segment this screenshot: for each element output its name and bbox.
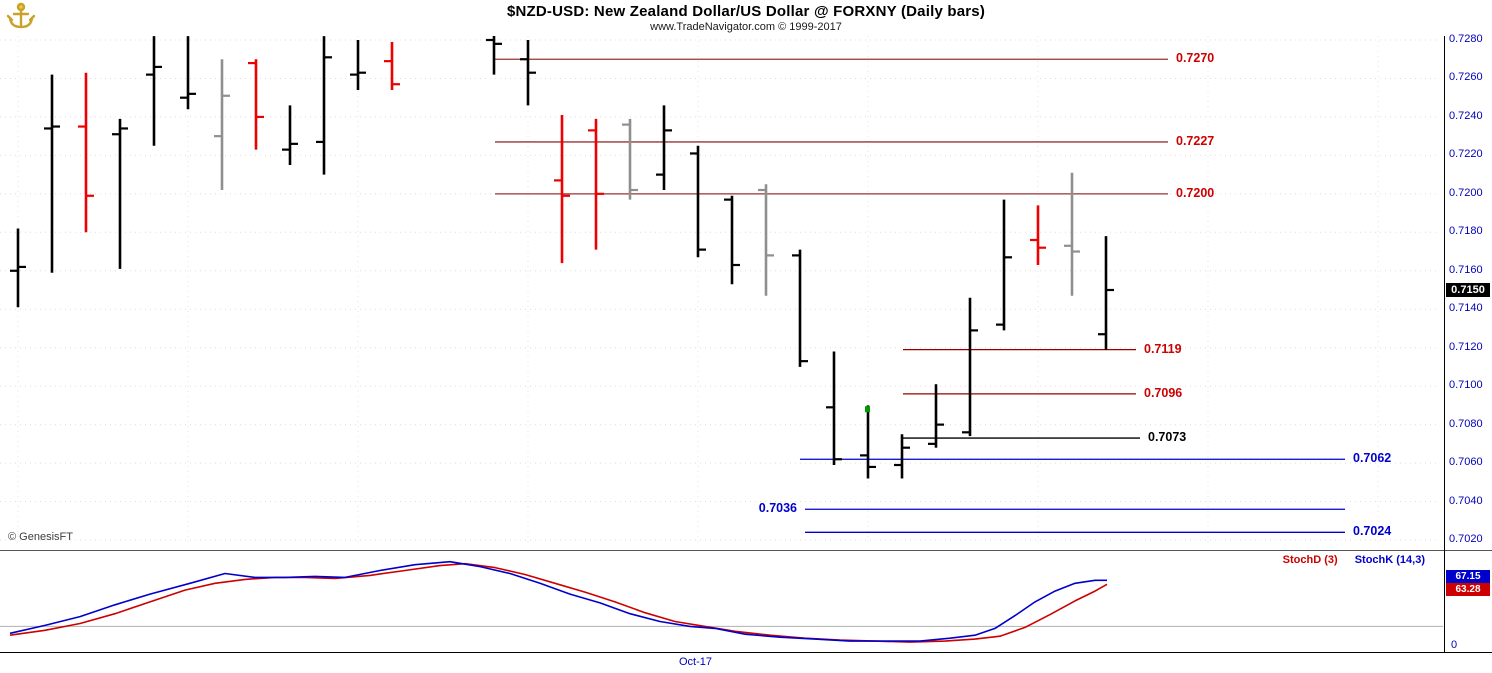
- price-axis-label: 0.7240: [1449, 109, 1483, 122]
- stochastic-canvas: [0, 560, 1443, 643]
- price-level-label: 0.7024: [1353, 524, 1392, 539]
- time-axis[interactable]: Oct-17: [0, 652, 1492, 673]
- price-level-label: 0.7036: [758, 501, 797, 516]
- price-level-label: 0.7200: [1176, 185, 1215, 200]
- price-axis-label: 0.7280: [1449, 33, 1483, 45]
- chart-subtitle: www.TradeNavigator.com © 1999-2017: [650, 21, 842, 33]
- price-axis-label: 0.7200: [1449, 186, 1483, 199]
- price-level-label: 0.7119: [1144, 341, 1182, 356]
- time-axis-label: Oct-17: [679, 656, 713, 668]
- ohlc-bars-canvas: [0, 36, 1437, 545]
- stochk-legend-label[interactable]: StochK (14,3): [1354, 554, 1425, 566]
- stochastic-legend: StochD (3) StochK (14,3): [1283, 554, 1425, 566]
- price-axis-label: 0.7160: [1449, 263, 1483, 276]
- genesis-watermark: © GenesisFT: [8, 531, 73, 543]
- price-axis-label: 0.7180: [1449, 225, 1483, 238]
- stochk-value-badge: 67.15: [1446, 570, 1490, 584]
- price-level-label: 0.7227: [1176, 133, 1215, 148]
- stoch-axis-zero-label: 0: [1451, 639, 1458, 651]
- genesis-anchor-logo-icon: [5, 2, 37, 32]
- price-axis-label: 0.7220: [1449, 148, 1483, 161]
- price-axis-label: 0.7100: [1449, 379, 1483, 392]
- price-level-label: 0.7096: [1144, 385, 1183, 400]
- chart-title: $NZD-USD: New Zealand Dollar/US Dollar @…: [506, 3, 986, 20]
- price-axis-label: 0.7040: [1449, 494, 1483, 507]
- price-axis-label: 0.7020: [1449, 533, 1483, 545]
- stochd-value-badge: 63.28: [1446, 583, 1490, 597]
- price-axis[interactable]: 0.7150 67.15 63.28 0 0.7280 0.7260 0.7240 0…: [1445, 33, 1492, 651]
- price-level-label: 0.7073: [1148, 430, 1187, 445]
- price-axis-label: 0.7120: [1449, 340, 1483, 353]
- chart-header: $NZD-USD: New Zealand Dollar/US Dollar @…: [0, 0, 1492, 36]
- axis-divider-line: [1444, 36, 1445, 652]
- price-axis-label: 0.7060: [1449, 456, 1483, 469]
- last-price-badge: 0.7150: [1446, 283, 1490, 297]
- stochd-legend-label[interactable]: StochD (3): [1282, 554, 1338, 566]
- price-axis-label: 0.7080: [1449, 417, 1483, 430]
- stochastic-panel[interactable]: StochD (3) StochK (14,3): [0, 551, 1445, 651]
- panel-separator: [0, 550, 1492, 551]
- price-chart-area[interactable]: © GenesisFT 0.7270 0.7227 0.7200 0.7119 0.70…: [0, 36, 1445, 551]
- price-axis-label: 0.7140: [1449, 302, 1483, 315]
- price-axis-label: 0.7260: [1449, 71, 1483, 84]
- price-level-label: 0.7062: [1353, 451, 1392, 466]
- price-level-label: 0.7270: [1176, 51, 1215, 66]
